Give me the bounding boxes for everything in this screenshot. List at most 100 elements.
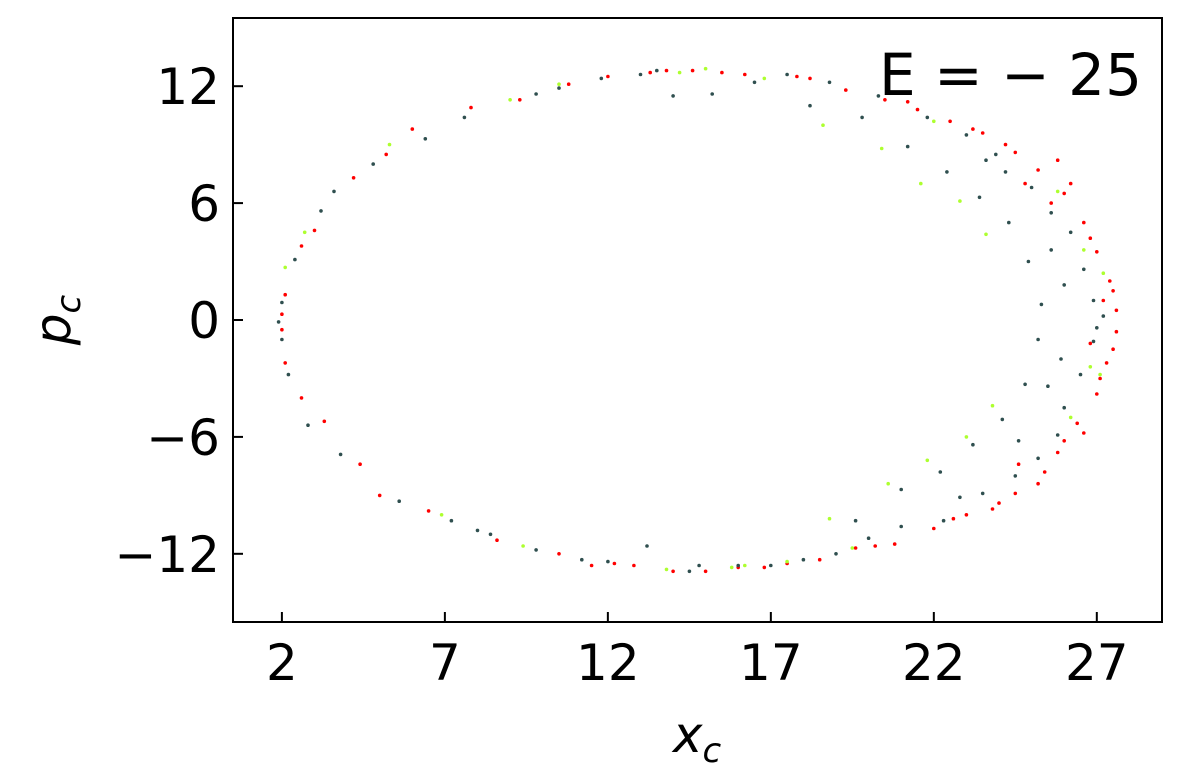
scatter-point-red xyxy=(1055,450,1060,455)
scatter-point-red xyxy=(795,74,799,79)
scatter-point-red xyxy=(566,82,571,86)
scatter-point-red xyxy=(664,68,669,73)
x-tick-label: 22 xyxy=(902,634,966,692)
scatter-point-red xyxy=(1036,168,1040,172)
scatter-point-red xyxy=(1075,421,1079,426)
scatter-point-red xyxy=(964,513,969,517)
scatter-point-red xyxy=(1003,142,1008,147)
scatter-point-red xyxy=(720,70,724,75)
y-axis-label: pc xyxy=(24,294,89,346)
scatter-point-red xyxy=(1062,439,1066,443)
scatter-point-red xyxy=(280,327,284,332)
scatter-point-dark xyxy=(1003,170,1008,174)
scatter-point-red xyxy=(1095,250,1099,254)
scatter-point-dark xyxy=(687,569,692,574)
scatter-point-red xyxy=(632,563,636,568)
scatter-point-dark xyxy=(941,518,946,523)
scatter-point-lime xyxy=(827,516,832,521)
scatter-point-red xyxy=(358,462,362,467)
scatter-point-dark xyxy=(1091,298,1096,303)
scatter-point-dark xyxy=(449,518,454,523)
scatter-point-red xyxy=(915,107,920,112)
scatter-point-red xyxy=(1016,462,1021,467)
scatter-point-lime xyxy=(984,232,988,237)
scatter-point-dark xyxy=(697,563,701,568)
scatter-point-red xyxy=(1013,150,1018,155)
scatter-point-red xyxy=(384,152,389,157)
x-tick-label: 27 xyxy=(1065,634,1129,692)
scatter-point-dark xyxy=(958,495,962,500)
scatter-point-lime xyxy=(879,146,884,151)
scatter-point-red xyxy=(948,119,952,124)
x-tick-label: 2 xyxy=(266,634,298,692)
scatter-point-dark xyxy=(853,518,858,523)
scatter-point-red xyxy=(299,396,304,400)
scatter-point-dark xyxy=(1039,302,1044,307)
scatter-point-dark xyxy=(280,300,284,305)
scatter-point-dark xyxy=(1101,314,1106,318)
scatter-point-red xyxy=(703,569,708,574)
scatter-point-red xyxy=(1111,347,1115,352)
scatter-point-lime xyxy=(508,98,512,102)
scatter-point-dark xyxy=(945,170,949,174)
scatter-point-dark xyxy=(925,115,930,120)
scatter-point-dark xyxy=(1029,185,1034,190)
y-tick-label: 0 xyxy=(188,292,220,350)
scatter-point-red xyxy=(873,544,877,548)
scatter-point-red xyxy=(283,361,288,365)
scatter-point-red xyxy=(312,228,317,233)
scatter-point-dark xyxy=(710,92,714,96)
scatter-point-red xyxy=(1068,181,1073,186)
scatter-point-lime xyxy=(958,199,962,203)
scatter-point-lime xyxy=(925,458,930,463)
scatter-point-dark xyxy=(899,524,903,529)
scatter-point-lime xyxy=(821,123,825,127)
scatter-point-red xyxy=(1082,220,1086,225)
scatter-point-dark xyxy=(769,563,773,568)
x-tick-label: 12 xyxy=(576,634,640,692)
scatter-point-dark xyxy=(980,491,985,496)
scatter-point-red xyxy=(1095,392,1099,396)
scatter-point-red xyxy=(971,127,975,131)
scatter-point-lime xyxy=(387,142,392,147)
scatter-point-lime xyxy=(743,563,747,568)
scatter-point-red xyxy=(853,546,858,550)
scatter-point-dark xyxy=(994,152,998,157)
scatter-point-lime xyxy=(302,230,307,235)
scatter-point-red xyxy=(1062,191,1066,196)
scatter-point-red xyxy=(892,542,897,546)
scatter-point-lime xyxy=(557,82,561,86)
scatter-point-red xyxy=(844,88,848,92)
scatter-point-red xyxy=(951,516,956,521)
scatter-point-dark xyxy=(1078,372,1083,377)
scatter-point-dark xyxy=(397,499,402,504)
scatter-point-dark xyxy=(1036,337,1040,342)
scatter-point-dark xyxy=(580,557,584,562)
scatter-point-dark xyxy=(1013,474,1018,478)
y-tick-labels: 12 6 0 −6 −12 xyxy=(114,58,220,584)
x-tick-label: 17 xyxy=(739,634,803,692)
scatter-point-red xyxy=(883,98,887,102)
scatter-point-red xyxy=(469,105,473,110)
scatter-point-lime xyxy=(886,481,890,486)
scatter-point-dark xyxy=(899,487,903,492)
energy-annotation: E = − 25 xyxy=(879,41,1142,109)
scatter-point-red xyxy=(1101,298,1106,303)
scatter-point-lime xyxy=(664,567,669,572)
scatter-point-dark xyxy=(1000,417,1005,422)
scatter-point-red xyxy=(377,493,382,498)
x-axis-label-main: x xyxy=(671,706,703,764)
scatter-point-lime xyxy=(521,544,525,548)
scatter-point-dark xyxy=(293,257,297,262)
scatter-point-dark xyxy=(1095,326,1099,330)
x-axis-label: xc xyxy=(671,706,722,771)
scatter-point-dark xyxy=(462,115,467,120)
scatter-point-dark xyxy=(1062,405,1066,410)
scatter-point-dark xyxy=(1049,248,1053,252)
scatter-point-red xyxy=(299,244,304,248)
scatter-point-dark xyxy=(905,144,910,149)
scatter-point-dark xyxy=(655,68,659,73)
scatter-point-red xyxy=(351,176,356,180)
scatter-point-dark xyxy=(971,442,975,447)
scatter-point-red xyxy=(1042,470,1047,474)
